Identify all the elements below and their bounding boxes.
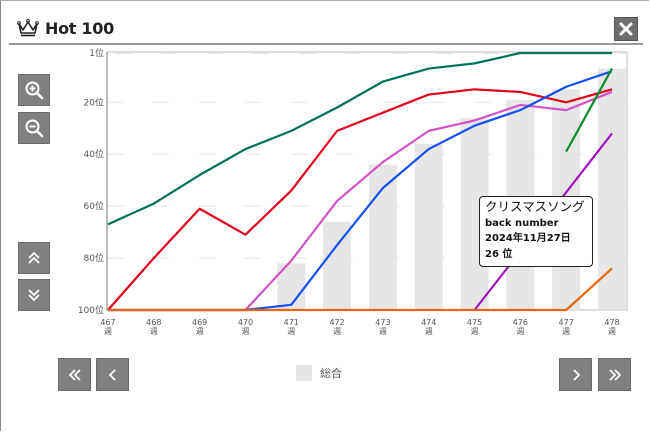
y-tick-label: 100位 xyxy=(78,304,104,316)
bar-overall xyxy=(323,221,352,310)
x-tick-label: 478 xyxy=(604,318,619,327)
page-title: Hot 100 xyxy=(45,18,114,38)
x-tick-suffix: 週 xyxy=(333,327,341,336)
series-line-green xyxy=(565,68,613,153)
y-tick-label: 80位 xyxy=(84,252,104,264)
zoom-in-icon xyxy=(25,81,44,100)
x-tick-suffix: 週 xyxy=(608,327,616,336)
chart-tooltip: クリスマスソング back number 2024年11月27日 26 位 xyxy=(479,196,593,267)
chevron-right-icon xyxy=(572,368,580,381)
zoom-out-button[interactable] xyxy=(18,112,50,144)
series-line-orange xyxy=(108,267,613,312)
y-tick-label: 1位 xyxy=(89,47,104,59)
next-button[interactable] xyxy=(559,358,592,391)
bar-overall xyxy=(368,164,397,310)
x-tick-suffix: 週 xyxy=(287,327,295,336)
chart-legend: 総合 xyxy=(296,365,342,381)
rank-chart: 1位20位40位60位80位100位467週468週469週470週471週47… xyxy=(78,47,628,336)
double-chevron-down-icon xyxy=(28,289,40,302)
zoom-out-icon xyxy=(25,119,44,138)
tooltip-date: 2024年11月27日 xyxy=(485,233,571,245)
x-tick-label: 468 xyxy=(146,318,161,327)
plot-area xyxy=(106,51,628,311)
series-line-teal xyxy=(107,51,612,226)
crown-icon xyxy=(17,19,39,37)
x-tick-label: 473 xyxy=(375,318,390,327)
zoom-in-button[interactable] xyxy=(18,74,50,106)
double-chevron-left-icon xyxy=(68,368,81,381)
x-tick-suffix: 週 xyxy=(196,327,204,336)
x-tick-label: 472 xyxy=(329,318,344,327)
x-tick-label: 474 xyxy=(421,318,436,327)
x-tick-suffix: 週 xyxy=(379,327,387,336)
x-tick-label: 471 xyxy=(284,318,299,327)
last-page-button[interactable] xyxy=(598,358,631,391)
x-tick-suffix: 週 xyxy=(150,327,158,336)
series-line-red xyxy=(107,88,613,311)
chevron-left-icon xyxy=(108,368,116,381)
header-divider xyxy=(9,43,643,45)
x-tick-label: 476 xyxy=(513,318,528,327)
legend-label-overall: 総合 xyxy=(320,367,342,380)
x-tick-suffix: 週 xyxy=(471,327,479,336)
x-tick-suffix: 週 xyxy=(425,327,433,336)
x-tick-label: 469 xyxy=(192,318,207,327)
x-tick-suffix: 週 xyxy=(241,327,249,336)
tooltip-artist: back number xyxy=(485,217,559,229)
double-chevron-up-icon xyxy=(28,251,40,264)
x-tick-label: 475 xyxy=(467,318,482,327)
close-icon xyxy=(619,22,633,36)
close-button[interactable] xyxy=(614,17,638,41)
scroll-down-button[interactable] xyxy=(18,279,50,311)
y-tick-label: 60位 xyxy=(84,200,104,212)
tooltip-song-title: クリスマスソング xyxy=(485,199,585,214)
double-chevron-right-icon xyxy=(608,368,621,381)
bar-overall xyxy=(598,68,626,310)
first-page-button[interactable] xyxy=(58,358,91,391)
bar-overall xyxy=(414,143,443,310)
tooltip-rank: 26 位 xyxy=(485,248,513,260)
x-tick-label: 467 xyxy=(100,318,115,327)
legend-swatch-overall xyxy=(296,365,312,381)
y-tick-label: 40位 xyxy=(84,148,104,160)
x-tick-label: 477 xyxy=(559,318,574,327)
x-tick-suffix: 週 xyxy=(104,327,112,336)
header: Hot 100 xyxy=(17,14,114,42)
x-tick-suffix: 週 xyxy=(562,327,570,336)
y-tick-label: 20位 xyxy=(84,96,104,108)
scroll-up-button[interactable] xyxy=(18,242,50,274)
x-tick-suffix: 週 xyxy=(516,327,524,336)
x-tick-label: 470 xyxy=(238,318,253,327)
prev-button[interactable] xyxy=(96,358,129,391)
